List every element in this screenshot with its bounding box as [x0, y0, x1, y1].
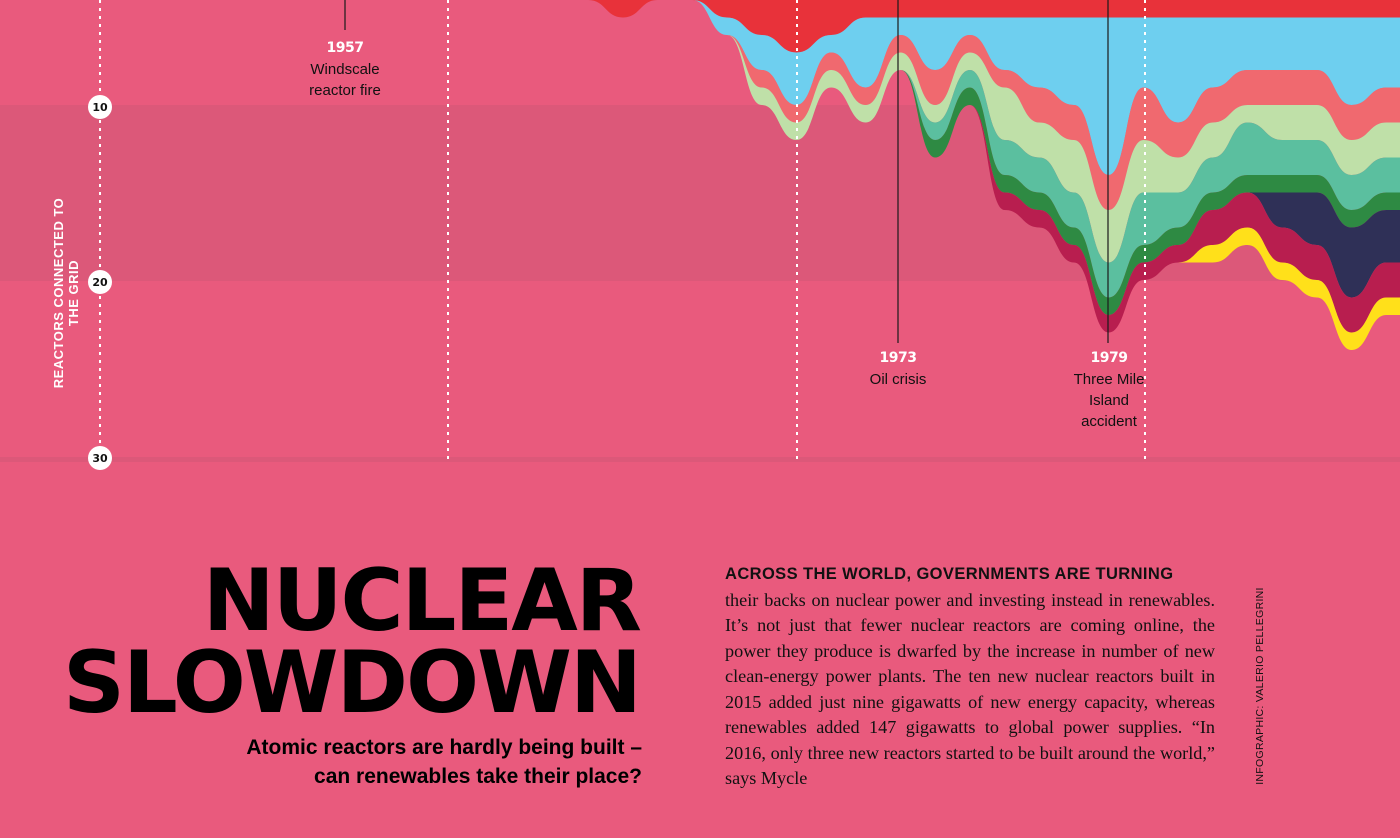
annotation-text: Oil crisis — [869, 371, 927, 388]
stream-series-1 — [345, 0, 1400, 175]
y-tick-marker — [88, 270, 112, 294]
stream-series-3 — [345, 0, 1400, 263]
annotation-windscale: 1957 Windscale reactor fire — [290, 38, 400, 101]
grid-band-30 — [0, 457, 1400, 462]
article-paragraph: their backs on nuclear power and investi… — [725, 589, 1215, 789]
page-title: NUCLEAR SLOWDOWN — [60, 551, 642, 733]
annotation-oil-crisis: 1973 Oil crisis — [848, 348, 948, 390]
title-line-1: NUCLEAR — [202, 551, 642, 651]
y-axis-title: REACTORS CONNECTED TO THE GRID — [51, 197, 81, 389]
subtitle-line-1: Atomic reactors are hardly being built – — [246, 736, 642, 759]
y-tick-20: 20 — [88, 270, 112, 294]
annotation-year: 1979 — [1090, 350, 1128, 366]
stream-series-4 — [345, 0, 1400, 298]
y-tick-30: 30 — [88, 446, 112, 470]
page-subtitle: Atomic reactors are hardly being built –… — [200, 733, 642, 791]
y-tick-label: 30 — [92, 452, 108, 465]
annotation-year: 1973 — [879, 350, 917, 366]
annotation-year: 1957 — [326, 40, 364, 56]
subtitle-line-2: can renewables take their place? — [314, 765, 642, 788]
y-tick-marker — [88, 446, 112, 470]
streamgraph-chart: 10 20 30 — [88, 0, 1400, 470]
y-tick-marker — [88, 95, 112, 119]
y-tick-label: 20 — [92, 276, 108, 289]
infographic-credit: INFOGRAPHIC: VALERIO PELLEGRINI — [1254, 587, 1266, 785]
annotation-text: Three Mile Island accident — [1073, 371, 1145, 430]
article-body: ACROSS THE WORLD, GOVERNMENTS ARE TURNIN… — [725, 562, 1215, 792]
article-lead: ACROSS THE WORLD, GOVERNMENTS ARE TURNIN… — [725, 565, 1174, 583]
stream-series-0 — [345, 0, 1400, 53]
y-tick-label: 10 — [92, 101, 108, 114]
y-tick-10: 10 — [88, 95, 112, 119]
title-line-2: SLOWDOWN — [63, 633, 642, 733]
annotation-three-mile-island: 1979 Three Mile Island accident — [1063, 348, 1155, 432]
annotation-text: Windscale reactor fire — [309, 61, 381, 99]
